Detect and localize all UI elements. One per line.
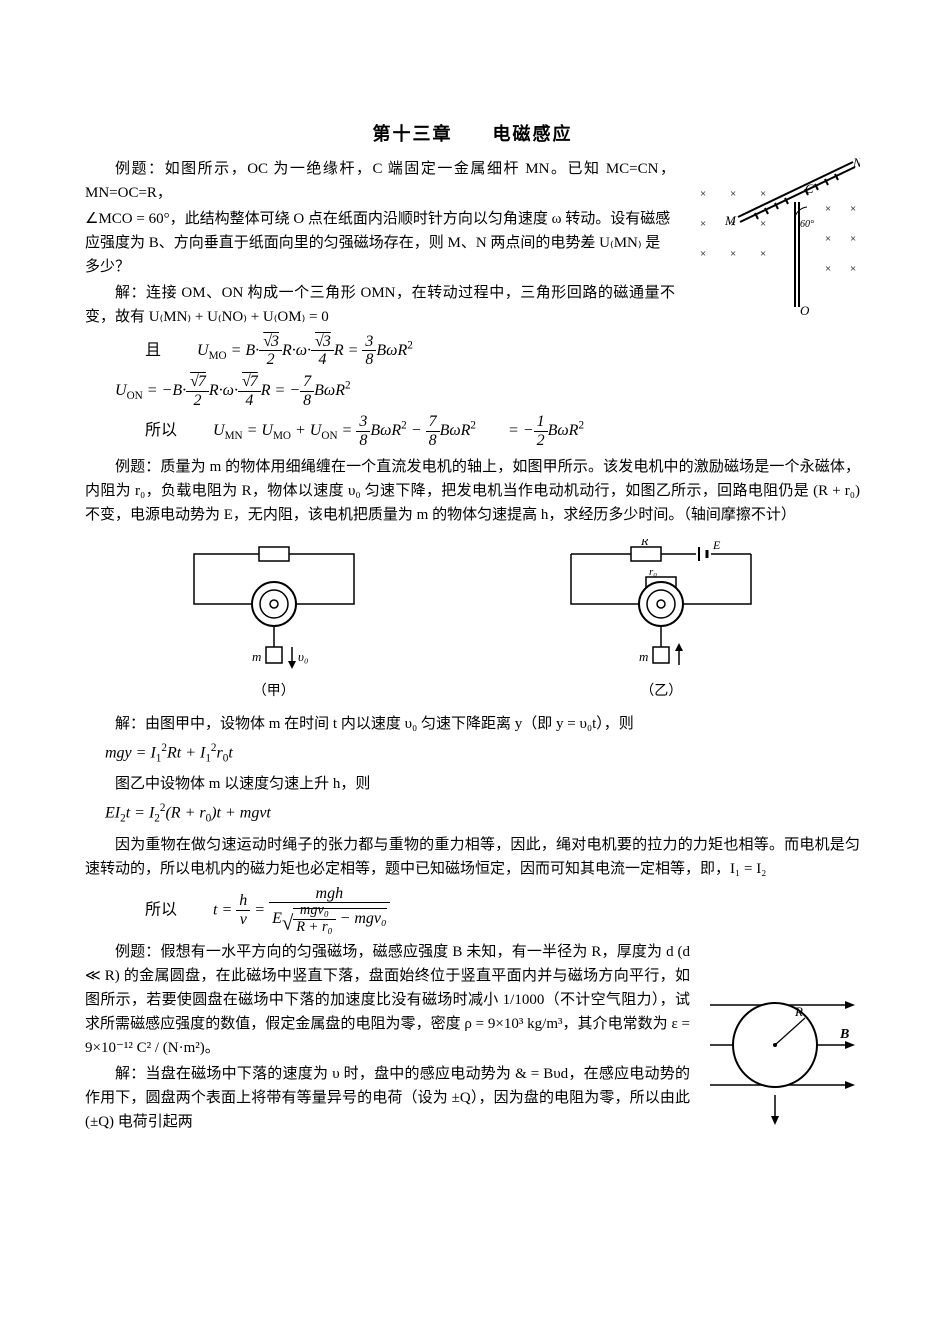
- svg-text:60°: 60°: [800, 219, 814, 230]
- figure-motor: R E r₀ m: [551, 539, 771, 703]
- svg-text:×: ×: [850, 233, 856, 245]
- svg-text:×: ×: [760, 188, 766, 200]
- svg-text:R: R: [640, 539, 649, 548]
- svg-text:×: ×: [700, 218, 706, 230]
- label-so: 所以: [145, 901, 177, 918]
- svg-text:R: R: [794, 1004, 803, 1019]
- svg-text:×: ×: [825, 263, 831, 275]
- figure-disk-in-field: B R: [700, 980, 860, 1130]
- svg-text:M: M: [724, 213, 737, 228]
- text: 例题：如图所示，OC 为一绝缘杆，C 端固定一金属细杆 MN。已知 MC=CN，…: [85, 161, 675, 201]
- p2-eq-a: mgy = I12Rt + I12r0t: [105, 740, 860, 768]
- p1-eq3: 所以 UMN = UMO + UON = 38BωR2 − 78BωR2 = −…: [145, 413, 860, 449]
- svg-text:υ₀: υ₀: [298, 649, 309, 664]
- p2-eq-t: 所以 t = hv = mgh E√mgv₀R + r₀ − mgv₀: [145, 885, 860, 936]
- problem-2: 例题：质量为 m 的物体用细绳缠在一个直流发电机的轴上，如图甲所示。该发电机中的…: [85, 455, 860, 936]
- svg-text:×: ×: [700, 188, 706, 200]
- text: 解：连接 OM、ON 构成一个三角形 OMN，在转动过程中，三角形回路的磁通量不…: [85, 285, 675, 325]
- svg-text:C: C: [805, 181, 814, 196]
- svg-text:×: ×: [760, 248, 766, 260]
- figure-rotating-rod: ××× ××× ××× ×× ×× ××: [685, 157, 860, 317]
- text: ∠MCO = 60°，此结构整体可绕 O 点在纸面内沿顺时针方向以匀角速度 ω …: [85, 211, 670, 275]
- svg-text:×: ×: [730, 248, 736, 260]
- p2-eq-b: EI2t = I22(R + r0)t + mgvt: [105, 800, 860, 828]
- figure-row: m υ₀ （甲） R: [85, 539, 860, 703]
- svg-text:×: ×: [700, 248, 706, 260]
- p2-sol-b: 图乙中设物体 m 以速度匀速上升 h，则: [85, 772, 860, 796]
- page: 第十三章 电磁感应 ××× ××× ××× ×× ×× ××: [0, 0, 945, 1337]
- svg-text:×: ×: [730, 188, 736, 200]
- svg-text:B: B: [839, 1027, 849, 1042]
- label-and: 且: [145, 342, 161, 359]
- caption-left: （甲）: [174, 681, 374, 703]
- svg-text:N: N: [852, 157, 860, 170]
- chapter-title: 第十三章 电磁感应: [85, 120, 860, 149]
- svg-text:m: m: [252, 649, 261, 664]
- svg-text:×: ×: [825, 203, 831, 215]
- label-so: 所以: [145, 422, 177, 439]
- svg-text:×: ×: [825, 233, 831, 245]
- svg-text:×: ×: [760, 218, 766, 230]
- p2-sol-c: 因为重物在做匀速运动时绳子的张力都与重物的重力相等，因此，绳对电机要的拉力的力矩…: [85, 833, 860, 881]
- p2-stem: 例题：质量为 m 的物体用细绳缠在一个直流发电机的轴上，如图甲所示。该发电机中的…: [85, 455, 860, 527]
- caption-right: （乙）: [551, 681, 771, 703]
- p2-sol-a: 解：由图甲中，设物体 m 在时间 t 内以速度 υ₀ 匀速下降距离 y（即 y …: [85, 712, 860, 736]
- problem-1: ××× ××× ××× ×× ×× ××: [85, 157, 860, 450]
- svg-text:O: O: [800, 303, 810, 317]
- svg-text:m: m: [639, 649, 648, 664]
- svg-text:×: ×: [850, 203, 856, 215]
- svg-text:×: ×: [850, 263, 856, 275]
- figure-generator: m υ₀ （甲）: [174, 539, 374, 703]
- p1-eq1: 且 UMO = B·32R·ω·34R = 38BωR2: [145, 333, 860, 369]
- problem-3: B R 例题：假想有一水平方向的匀强磁场，磁感应强度 B 未知，有一半径为 R，…: [85, 940, 860, 1134]
- svg-text:r₀: r₀: [649, 566, 657, 578]
- svg-text:E: E: [712, 539, 721, 552]
- p1-eq2: UON = −B·72R·ω·74R = −78BωR2: [115, 373, 860, 409]
